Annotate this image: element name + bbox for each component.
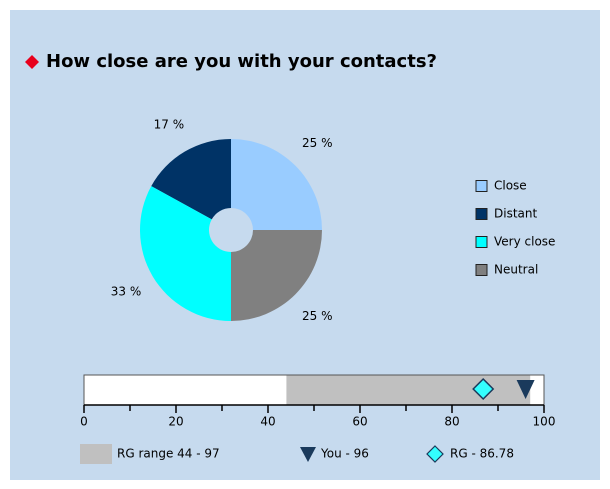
pie-slice — [231, 139, 322, 230]
bullet — [25, 55, 39, 69]
legend-swatch — [475, 208, 488, 220]
legend-label: RG range 44 - 97 — [117, 447, 220, 461]
legend-range-swatch — [80, 444, 112, 464]
legend-label: You - 96 — [320, 447, 369, 461]
you-marker — [516, 380, 535, 399]
pie-slice — [231, 230, 322, 321]
value-label: 33 % — [111, 285, 142, 299]
legend-rg-swatch — [426, 445, 444, 463]
value-label: 17 % — [154, 117, 185, 131]
value-label: 25 % — [302, 136, 333, 150]
legend-swatch — [475, 180, 488, 192]
x-tick-label: 40 — [260, 415, 275, 429]
legend-label: Distant — [494, 207, 537, 221]
pie-slice — [139, 186, 231, 321]
x-tick-label: 0 — [80, 415, 88, 429]
legend-you-swatch — [300, 447, 316, 462]
x-tick-label: 60 — [352, 415, 367, 429]
pie-slice — [151, 139, 231, 220]
legend-label: Neutral — [494, 263, 538, 277]
x-tick-label: 80 — [444, 415, 459, 429]
x-tick-label: 20 — [168, 415, 183, 429]
legend-swatch — [475, 236, 488, 248]
value-label: 25 % — [302, 309, 333, 323]
legend-label: Very close — [494, 235, 555, 249]
legend-swatch — [475, 264, 488, 276]
rg-range — [286, 375, 531, 405]
x-tick-label: 100 — [533, 415, 556, 429]
rg-marker — [472, 377, 495, 401]
legend-label: Close — [494, 179, 527, 193]
title: How close are you with your contacts? — [46, 51, 437, 72]
legend-label: RG - 86.78 — [450, 447, 514, 461]
